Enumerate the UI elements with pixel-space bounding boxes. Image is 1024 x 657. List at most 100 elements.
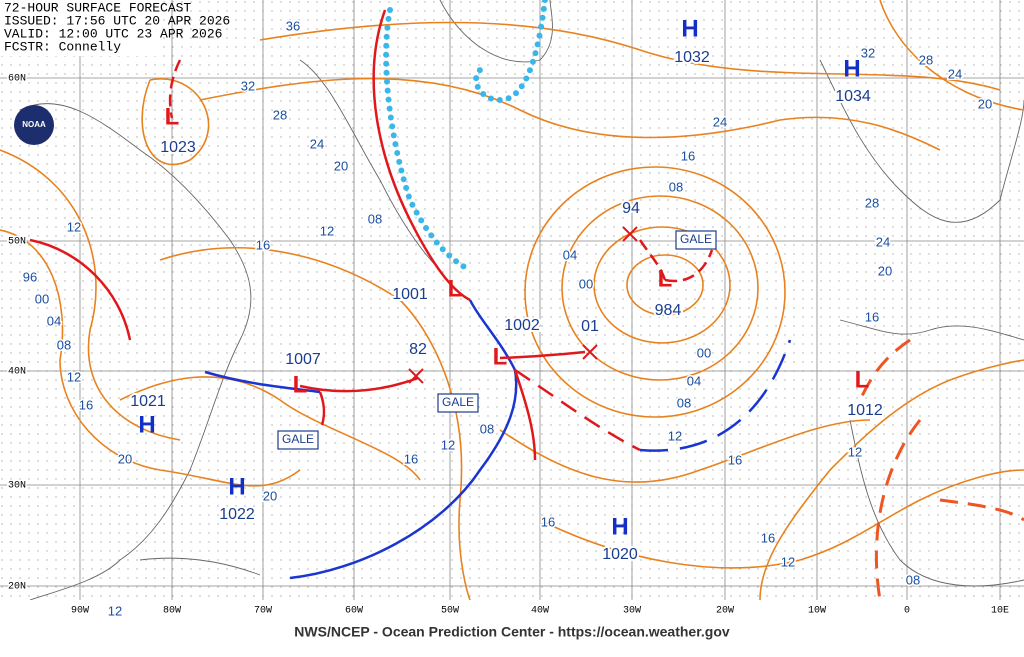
lat-label: 30N — [8, 481, 26, 492]
isobar-label: 16 — [761, 530, 775, 545]
isobar-label: 12 — [668, 428, 682, 443]
isobars — [0, 0, 1024, 601]
isobar-label: 28 — [273, 107, 287, 122]
central-pressure: 984 — [655, 302, 682, 319]
central-pressure: 01 — [581, 318, 599, 335]
pressure-center-symbol: H — [681, 15, 698, 42]
isobar-label: 16 — [728, 452, 742, 467]
header-line: VALID: 12:00 UTC 23 APR 2026 — [4, 26, 222, 41]
lon-label: 10E — [991, 606, 1009, 617]
pressure-center-symbol: L — [293, 371, 308, 398]
fronts — [29, 9, 1024, 601]
header-line: FCSTR: Connelly — [4, 39, 121, 54]
isobar-label: 24 — [713, 114, 727, 129]
isobar-label: 28 — [919, 52, 933, 67]
isobar-label: 12 — [67, 219, 81, 234]
gale-label: GALE — [442, 395, 474, 409]
gale-label: GALE — [680, 232, 712, 246]
central-pressure: 1002 — [504, 317, 540, 334]
isobar-label: 20 — [263, 488, 277, 503]
isobar-label: 16 — [79, 397, 93, 412]
header-line: 72-HOUR SURFACE FORECAST — [4, 0, 191, 15]
footer: NWS/NCEP - Ocean Prediction Center - htt… — [294, 624, 730, 640]
isobar-label: 08 — [480, 421, 494, 436]
low-center-cross — [582, 344, 598, 360]
gale-label: GALE — [282, 432, 314, 446]
isobar-label: 16 — [681, 148, 695, 163]
central-pressure: 1021 — [130, 393, 166, 410]
central-pressure: 94 — [622, 200, 640, 217]
gale-box — [277, 430, 319, 450]
isobar-label: 16 — [865, 309, 879, 324]
isobar-label: 28 — [865, 195, 879, 210]
central-pressure: 1020 — [602, 546, 638, 563]
isobar-label: 08 — [906, 572, 920, 587]
low-center-cross — [622, 226, 638, 242]
central-pressure: 82 — [409, 341, 427, 358]
pressure-center-symbol: L — [855, 366, 870, 393]
isobar-label: 08 — [368, 211, 382, 226]
lat-label: 60N — [8, 74, 26, 85]
isobar-label: 16 — [404, 451, 418, 466]
lat-label: 40N — [8, 367, 26, 378]
lat-label: 20N — [8, 582, 26, 593]
isobar-label: 08 — [57, 337, 71, 352]
isobar-label: 04 — [687, 373, 701, 388]
isobar-label: 24 — [310, 136, 324, 151]
isobar-label: 00 — [579, 276, 593, 291]
header-box — [0, 0, 158, 56]
isobar-label: 08 — [677, 395, 691, 410]
pressure-center-symbol: L — [165, 103, 180, 130]
central-pressure: 1022 — [219, 506, 255, 523]
lon-label: 70W — [254, 606, 272, 617]
isobar-label: 00 — [697, 345, 711, 360]
isobar-label: 20 — [978, 96, 992, 111]
pressure-center-symbol: H — [843, 55, 860, 82]
central-pressure: 1001 — [392, 286, 428, 303]
isobar-label: 96 — [23, 269, 37, 284]
isobar-label: 24 — [948, 66, 962, 81]
central-pressure: 1032 — [674, 49, 710, 66]
isobar-label: 20 — [878, 263, 892, 278]
isobar-label: 24 — [876, 234, 890, 249]
lon-label: 20W — [716, 606, 734, 617]
isobar-label: 32 — [241, 78, 255, 93]
lon-label: 80W — [163, 606, 181, 617]
isobar-label: 04 — [563, 247, 577, 262]
pressure-center-symbol: L — [493, 343, 508, 370]
pressure-center-symbol: H — [611, 513, 628, 540]
central-pressure: 1034 — [835, 88, 871, 105]
logo — [14, 105, 54, 145]
central-pressure: 1023 — [160, 139, 196, 156]
footer-band — [0, 600, 1024, 652]
isobar-label: 12 — [781, 554, 795, 569]
pressure-center-symbol: L — [448, 275, 463, 302]
isobar-label: 12 — [848, 444, 862, 459]
logo-text: NOAA — [22, 120, 46, 129]
isobar-label: 12 — [108, 603, 122, 618]
isobar-label: 16 — [256, 237, 270, 252]
lon-label: 40W — [531, 606, 549, 617]
lon-label: 50W — [441, 606, 459, 617]
lon-label: 10W — [808, 606, 826, 617]
isobar-label: 32 — [861, 45, 875, 60]
gale-box — [437, 393, 479, 413]
isobar-label: 08 — [669, 179, 683, 194]
isobar-label: 12 — [441, 437, 455, 452]
ice-edge — [473, 0, 548, 104]
isobar-label: 04 — [47, 313, 61, 328]
lat-label: 50N — [8, 237, 26, 248]
header-line: ISSUED: 17:56 UTC 20 APR 2026 — [4, 13, 230, 28]
pressure-center-symbol: H — [138, 411, 155, 438]
central-pressure: 1012 — [847, 402, 883, 419]
gale-box — [675, 230, 717, 250]
isobar-label: 20 — [334, 158, 348, 173]
central-pressure: 1007 — [285, 351, 321, 368]
grid — [0, 0, 1024, 600]
lon-label: 0 — [904, 606, 910, 617]
isobar-label: 12 — [67, 369, 81, 384]
isobar-label: 20 — [118, 451, 132, 466]
isobar-label: 16 — [541, 514, 555, 529]
